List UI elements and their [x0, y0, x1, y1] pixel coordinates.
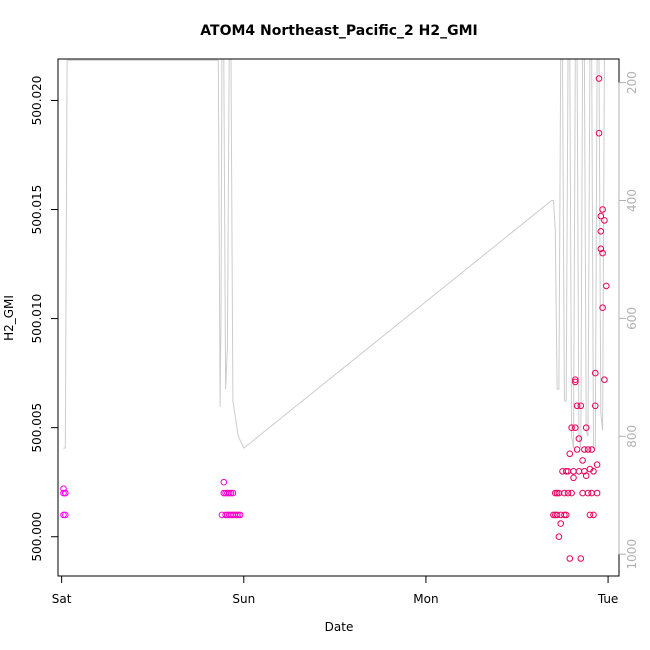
x-tick-label: Tue: [597, 592, 619, 606]
data-point: [575, 468, 583, 475]
data-point: [588, 446, 596, 453]
data-point: [235, 511, 242, 519]
data-point: [599, 249, 606, 257]
x-tick-label: Sat: [52, 592, 72, 606]
data-point: [568, 489, 575, 497]
data-point: [577, 402, 585, 410]
data-point: [561, 489, 568, 497]
y-tick-label: 500.020: [30, 76, 44, 126]
data-point: [550, 511, 557, 519]
data-point: [584, 446, 592, 453]
data-point: [62, 489, 69, 497]
data-point: [562, 511, 570, 519]
data-point: [229, 489, 237, 497]
data-point: [582, 424, 590, 432]
data-point: [601, 217, 608, 224]
data-point: [595, 75, 603, 82]
data-point: [599, 206, 606, 213]
data-point: [595, 129, 603, 137]
plot-frame: [57, 58, 620, 577]
x-tick-label: Mon: [413, 592, 438, 606]
data-point: [570, 474, 577, 482]
data-point: [60, 485, 67, 493]
y-axis: 500.000 500.005 500.010 500.015 500.020: [30, 76, 59, 562]
data-point: [236, 511, 244, 519]
data-point: [599, 304, 606, 312]
data-point: [572, 378, 579, 386]
chart-title: ATOM4 Northeast_Pacific_2 H2_GMI: [200, 23, 477, 39]
right-tick-label: 800: [625, 425, 639, 448]
right-tick-label: 600: [625, 307, 639, 330]
data-point: [561, 511, 568, 519]
data-point: [568, 424, 575, 432]
data-point: [581, 446, 588, 453]
data-point: [601, 376, 608, 384]
data-point: [225, 489, 233, 497]
data-point: [60, 511, 67, 519]
data-point: [553, 511, 561, 519]
data-point: [564, 489, 572, 497]
data-point: [592, 402, 599, 410]
data-point: [572, 424, 579, 432]
data-point: [552, 489, 559, 497]
data-point: [586, 465, 594, 473]
data-point: [579, 489, 586, 497]
y-axis-label: H2_GMI: [2, 295, 16, 341]
data-point: [597, 212, 605, 220]
data-point: [590, 468, 597, 475]
data-point: [593, 461, 601, 469]
data-point: [581, 468, 588, 475]
data-point: [597, 245, 605, 253]
data-point: [575, 435, 583, 442]
plot-area: [60, 58, 610, 562]
data-point: [553, 489, 561, 497]
data-point: [557, 520, 565, 527]
right-tick-label: 1000: [625, 539, 639, 570]
data-point: [577, 555, 585, 562]
y-tick-label: 500.015: [30, 185, 44, 235]
data-point: [597, 228, 605, 235]
y-tick-label: 500.000: [30, 512, 44, 562]
data-point: [603, 282, 610, 290]
data-point: [573, 446, 581, 453]
right-tick-label: 200: [625, 71, 639, 94]
data-point: [566, 555, 574, 562]
data-point: [562, 468, 570, 475]
data-point: [60, 489, 67, 497]
data-point: [573, 402, 581, 410]
data-point: [62, 511, 69, 519]
data-point: [555, 533, 563, 541]
x-tick-label: Sun: [232, 592, 255, 606]
data-point: [586, 511, 594, 519]
data-point: [572, 376, 579, 384]
data-point: [566, 450, 574, 458]
data-point: [592, 369, 599, 377]
data-point: [220, 478, 228, 486]
data-point: [579, 457, 586, 464]
pressure-line: [63, 58, 607, 449]
data-point: [227, 489, 235, 497]
y-tick-label: 500.005: [30, 403, 44, 453]
data-point: [582, 472, 590, 480]
x-axis-label: Date: [325, 620, 354, 634]
data-point: [590, 511, 597, 519]
right-y-axis: 200 400 600 800 1000: [618, 71, 639, 570]
data-point: [233, 511, 240, 519]
y-tick-label: 500.010: [30, 294, 44, 344]
data-point: [584, 489, 592, 497]
data-point: [570, 468, 577, 475]
right-tick-label: 400: [625, 189, 639, 212]
x-axis: Sat Sun Mon Tue: [52, 575, 619, 606]
data-point: [593, 489, 601, 497]
data-point: [588, 489, 596, 497]
